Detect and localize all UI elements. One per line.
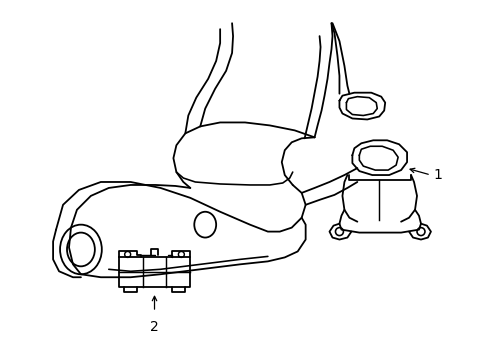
Text: 2: 2	[150, 320, 159, 334]
Text: 1: 1	[433, 168, 442, 182]
